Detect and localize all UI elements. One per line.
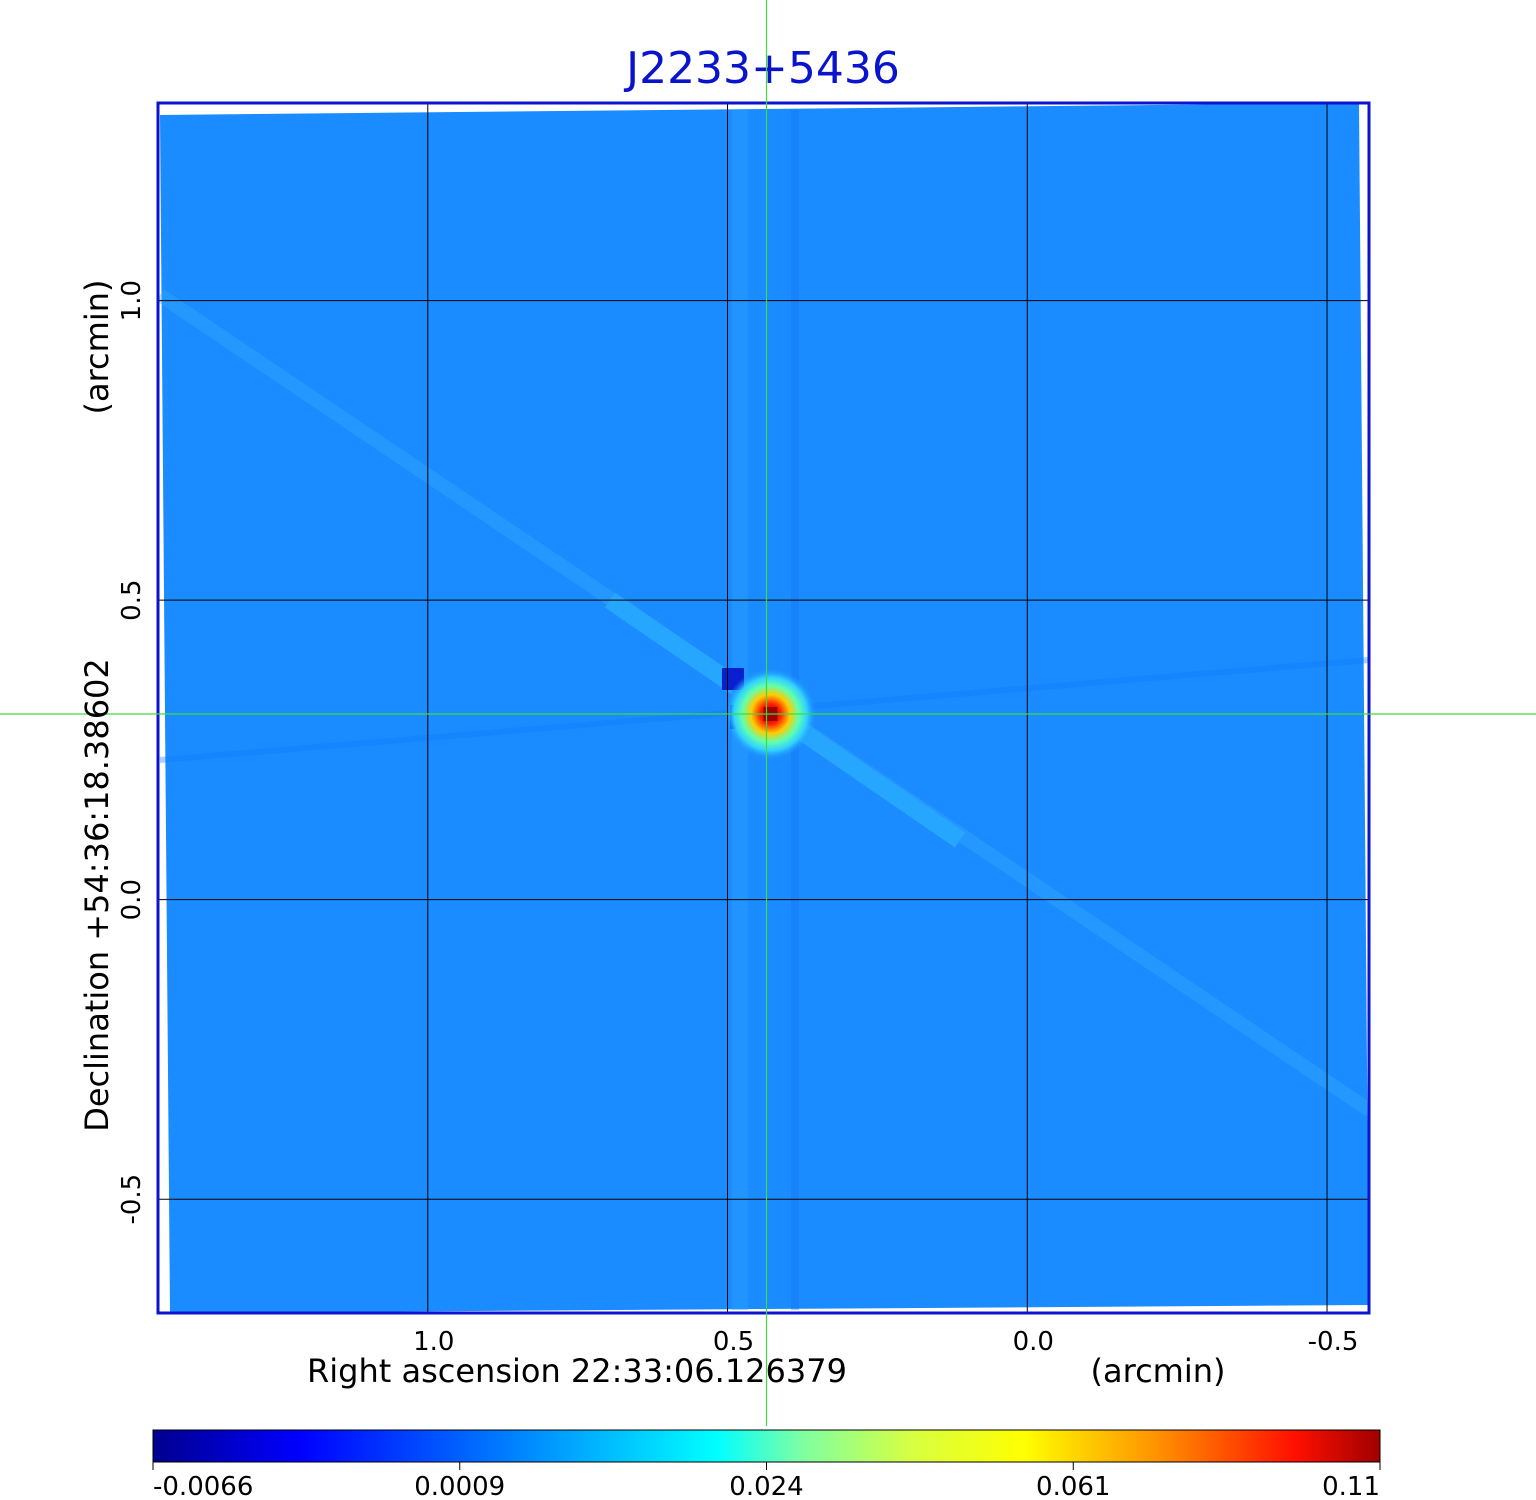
y-tick-label: -0.5 — [117, 1174, 147, 1225]
x-tick-label: 0.5 — [713, 1327, 754, 1357]
x-tick-label: 0.0 — [1013, 1327, 1054, 1357]
colorbar-tick-label: 0.061 — [1036, 1472, 1110, 1500]
y-axis-label: Declination +54:36:18.38602 — [78, 658, 116, 1132]
image-area — [158, 103, 1369, 1313]
coordinate-grid — [158, 103, 1369, 1313]
y-axis-unit: (arcmin) — [78, 280, 116, 415]
colorbar-tick-label: 0.0009 — [414, 1472, 505, 1500]
colorbar-tick-labels: -0.0066 0.0009 0.024 0.061 0.11 — [152, 1462, 1381, 1500]
y-tick-labels: 1.0 0.5 0.0 -0.5 — [117, 280, 147, 1225]
chart-title: J2233+5436 — [623, 43, 900, 94]
y-tick-label: 0.0 — [117, 879, 147, 920]
y-tick-label: 0.5 — [117, 579, 147, 620]
colorbar — [152, 1429, 1381, 1463]
colorbar-tick-label: -0.0066 — [153, 1472, 253, 1500]
x-axis-unit: (arcmin) — [1091, 1352, 1226, 1390]
x-tick-label: 1.0 — [413, 1327, 454, 1357]
y-tick-label: 1.0 — [117, 280, 147, 321]
plot-frame — [156, 101, 1371, 1315]
colorbar-tick-label: 0.024 — [729, 1472, 803, 1500]
x-tick-labels: 1.0 0.5 0.0 -0.5 — [413, 1327, 1358, 1357]
colorbar-tick-label: 0.11 — [1322, 1472, 1380, 1500]
x-axis-label: Right ascension 22:33:06.126379 — [307, 1352, 847, 1390]
x-tick-label: -0.5 — [1308, 1327, 1359, 1357]
